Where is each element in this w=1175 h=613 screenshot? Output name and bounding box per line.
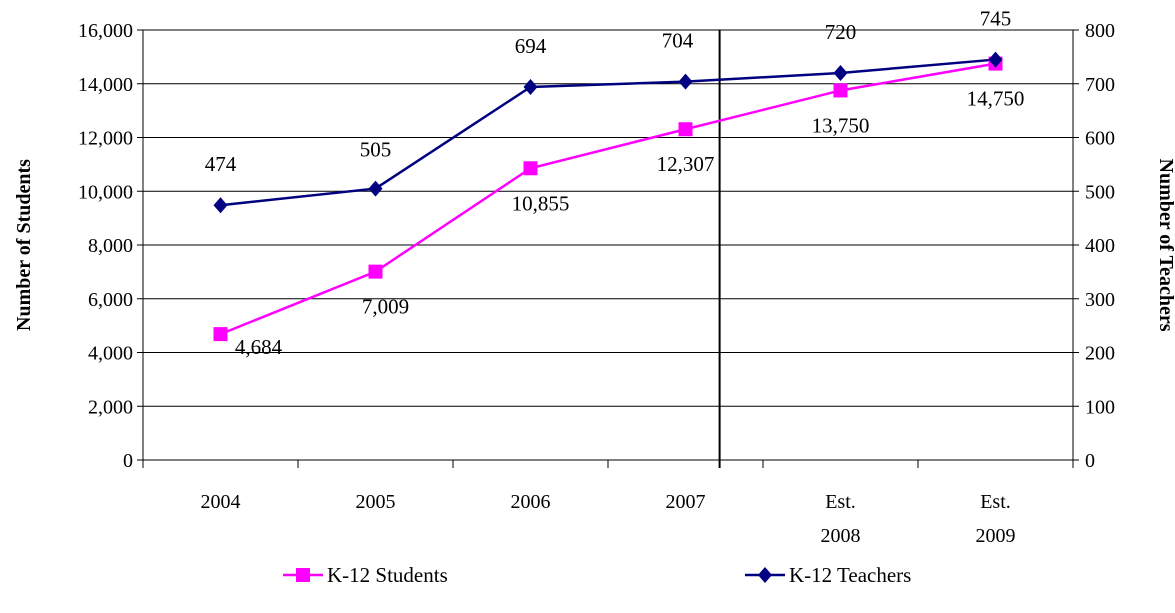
data-label-right: 694 [515, 34, 547, 58]
y-right-tick-label: 200 [1085, 343, 1115, 365]
data-label-left: 12,307 [657, 152, 715, 176]
legend-marker-diamond [758, 567, 772, 583]
y-right-tick-label: 0 [1085, 450, 1095, 472]
data-point-students [368, 264, 383, 279]
y-right-tick-label: 700 [1085, 74, 1115, 96]
legend-label: K-12 Students [327, 563, 448, 587]
data-point-teachers [988, 51, 1003, 68]
data-point-teachers [833, 65, 848, 81]
y-left-tick-label: 2,000 [88, 396, 133, 418]
x-tick-label: 2007 [666, 491, 706, 513]
series-markers [213, 51, 1003, 342]
data-label-left: 4,684 [235, 335, 283, 359]
data-point-teachers [368, 180, 383, 197]
series-lines [220, 58, 996, 336]
y-left-tick-label: 0 [123, 450, 133, 472]
data-label-left: 14,750 [967, 87, 1025, 111]
data-label-left: 7,009 [362, 295, 409, 319]
data-label-left: 13,750 [812, 113, 870, 137]
x-tick-label: 2004 [201, 491, 241, 513]
data-label-right: 720 [825, 20, 857, 44]
y-axis-left-title: Number of Students [13, 159, 35, 331]
y-left-tick-label: 16,000 [78, 20, 133, 42]
x-tick-label: 2006 [511, 491, 551, 513]
data-point-teachers [213, 197, 228, 214]
series-line-right [220, 58, 996, 207]
y-left-tick-label: 10,000 [78, 181, 133, 203]
y-left-tick-label: 8,000 [88, 235, 133, 257]
y-left-tick-label: 6,000 [88, 289, 133, 311]
y-right-tick-label: 500 [1085, 181, 1115, 203]
x-tick-label: Est. [825, 491, 856, 513]
x-tick-label: 2009 [976, 525, 1016, 547]
data-point-students [833, 83, 848, 98]
axis-ticks [137, 29, 1079, 468]
x-tick-label: Est. [980, 491, 1011, 513]
legend-marker-square [296, 568, 310, 582]
data-labels: 4,684 7,009 10,855 12,307 13,750 14,750 474 505… [205, 7, 1025, 360]
x-tick-label: 2005 [356, 491, 396, 513]
y-axis-right-title: Number of Teachers [1155, 159, 1175, 332]
y-left-tick-label: 12,000 [78, 128, 133, 150]
y-right-tick-label: 400 [1085, 235, 1115, 257]
data-label-right: 505 [360, 138, 392, 162]
y-left-tick-label: 4,000 [88, 343, 133, 365]
data-point-students [678, 122, 693, 137]
axes [142, 30, 1074, 468]
legend: K-12 Students K-12 Teachers [283, 563, 911, 587]
y-right-tick-label: 100 [1085, 396, 1115, 418]
data-label-right: 745 [980, 7, 1012, 31]
data-label-right: 704 [662, 29, 694, 53]
tick-labels: 0 0 2,000 100 4,000 200 6,000 300 8,000 400 10,000… [78, 20, 1115, 547]
y-right-tick-label: 600 [1085, 128, 1115, 150]
data-point-teachers [523, 78, 538, 95]
gridlines [143, 29, 1073, 407]
data-point-students [523, 161, 538, 176]
data-point-teachers [678, 73, 693, 90]
data-point-students [213, 327, 228, 342]
y-right-tick-label: 300 [1085, 289, 1115, 311]
data-label-right: 474 [205, 152, 237, 176]
y-right-tick-label: 800 [1085, 20, 1115, 42]
y-left-tick-label: 14,000 [78, 74, 133, 96]
x-tick-label: 2008 [821, 525, 861, 547]
data-label-left: 10,855 [512, 191, 570, 215]
series-line-left [220, 62, 996, 336]
legend-label: K-12 Teachers [789, 563, 911, 587]
